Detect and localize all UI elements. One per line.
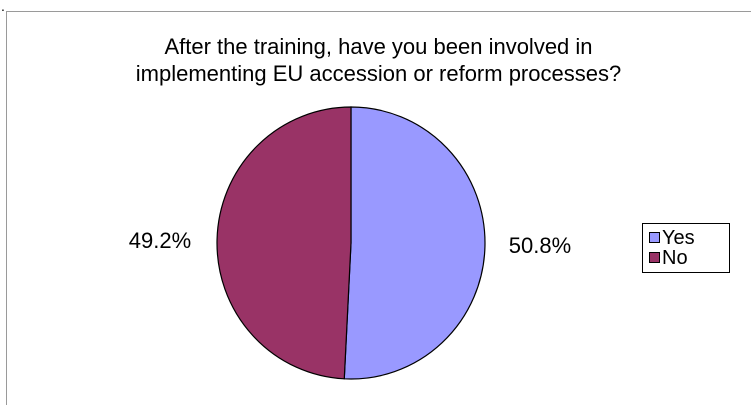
legend-label-no: No xyxy=(662,247,688,269)
pie-slice-no xyxy=(216,106,352,380)
chart-title-line-2: implementing EU accession or reform proc… xyxy=(135,61,622,86)
data-label-yes: 50.8% xyxy=(509,233,571,258)
chart-title: After the training, have you been involv… xyxy=(6,33,751,87)
corner-mark: . xyxy=(1,0,5,14)
data-label-no: 49.2% xyxy=(129,228,191,253)
legend-label-yes: Yes xyxy=(662,227,695,249)
chart-title-line-1: After the training, have you been involv… xyxy=(164,34,593,59)
legend-swatch-no xyxy=(649,252,660,263)
legend-item-no: No xyxy=(649,248,688,268)
pie-slice-yes xyxy=(343,106,486,380)
legend-swatch-yes xyxy=(649,232,660,243)
legend-item-yes: Yes xyxy=(649,228,695,248)
chart-legend: Yes No xyxy=(642,223,730,273)
